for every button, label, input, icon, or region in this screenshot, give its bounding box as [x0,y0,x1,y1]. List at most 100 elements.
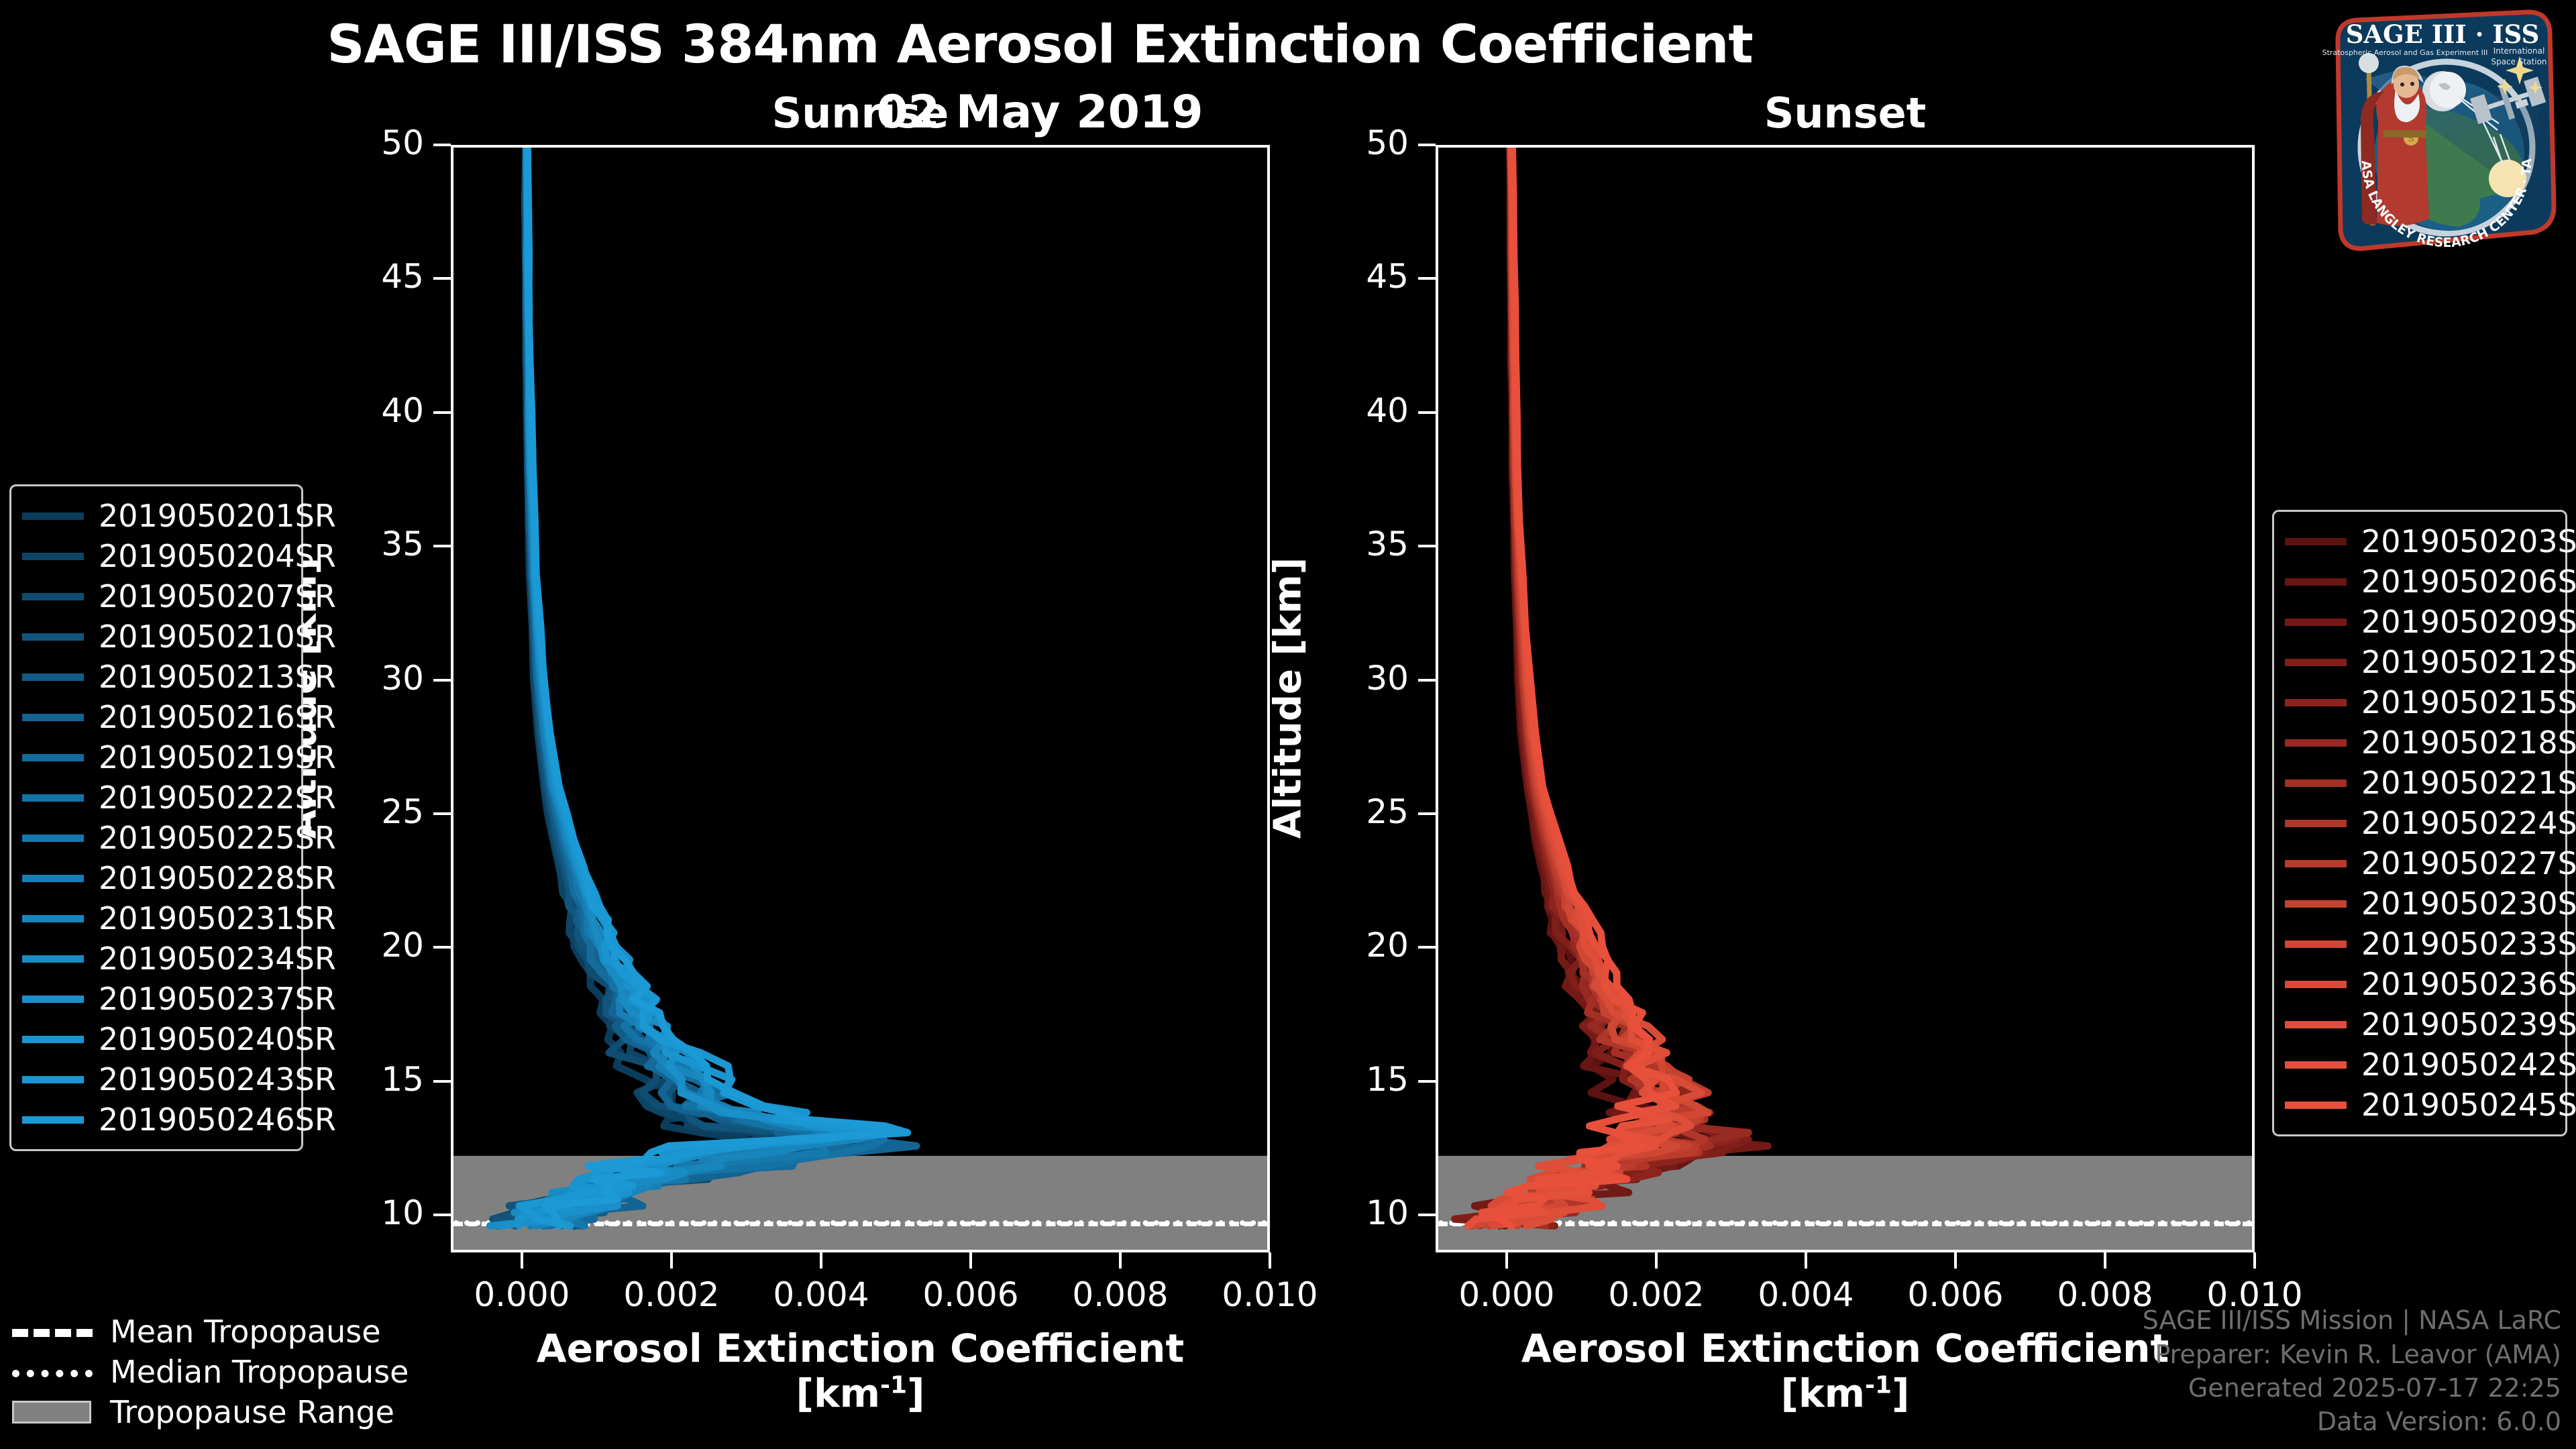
y-tick-mark [433,411,451,414]
x-tick-label: 0.000 [1458,1275,1555,1314]
legend-item[interactable]: 2019050221SS [2285,763,2576,803]
legend-item[interactable]: 2019050243SR [22,1059,336,1099]
y-tick-label: 50 [1366,123,1409,162]
legend-item-label: 2019050234SR [99,941,336,977]
date-title: 02 May 2019 [876,86,1203,139]
legend-item-label: 2019050222SR [99,780,336,816]
legend-item[interactable]: 2019050207SR [22,576,336,616]
legend-item[interactable]: 2019050242SS [2285,1044,2576,1085]
x-tick-label: 0.002 [1608,1275,1705,1314]
logo-subtitle-right-1: International [2493,46,2545,56]
legend-item[interactable]: 2019050224SS [2285,803,2576,843]
y-tick-mark [1418,946,1436,949]
legend-color-swatch [22,914,84,922]
legend-item[interactable]: 2019050245SS [2285,1085,2576,1125]
y-tick-label: 35 [1366,525,1409,564]
y-tick-label: 30 [381,658,424,698]
legend-color-swatch [22,512,84,520]
trace-2019050240SR [514,148,867,1230]
legend-item-label: 2019050210SR [99,619,336,655]
x-tick-label: 0.008 [2057,1275,2153,1314]
legend-item-label: 2019050225SR [99,820,336,856]
legend-item[interactable]: 2019050206SS [2285,561,2576,602]
y-tick-label: 40 [1366,390,1409,430]
legend-item-label: 2019050236SS [2361,966,2576,1002]
legend-item-label: 2019050246SR [99,1102,336,1138]
legend-item[interactable]: 2019050213SR [22,657,336,697]
legend-item[interactable]: 2019050237SR [22,979,336,1019]
x-tick-mark [819,1252,822,1269]
y-tick-label: 15 [381,1059,424,1099]
legend-color-swatch [2285,698,2347,706]
x-tick-label: 0.006 [922,1275,1019,1314]
x-tick-mark [520,1252,523,1269]
legend-item[interactable]: 2019050216SR [22,697,336,737]
legend-item[interactable]: 2019050215SS [2285,682,2576,722]
legend-item[interactable]: 2019050225SR [22,818,336,858]
legend-item[interactable]: 2019050246SR [22,1099,336,1140]
legend-item[interactable]: 2019050233SS [2285,924,2576,964]
x-tick-label: 0.004 [773,1275,869,1314]
legend-item[interactable]: 2019050230SS [2285,883,2576,924]
legend-color-swatch [2285,578,2347,586]
legend-item-label: 2019050203SS [2361,523,2576,559]
x-tick-mark [1505,1252,1508,1269]
legend-item-label: 2019050233SS [2361,926,2576,962]
legend-color-swatch [22,633,84,641]
logo-title: SAGE III · ISS [2346,19,2540,49]
legend-color-swatch [2285,900,2347,908]
legend-item[interactable]: 2019050228SR [22,858,336,898]
legend-item[interactable]: 2019050227SS [2285,843,2576,883]
credit-line-3: Generated 2025-07-17 22:25 [2188,1373,2561,1403]
y-tick-label: 45 [381,257,424,297]
legend-item[interactable]: 2019050204SR [22,536,336,576]
legend-sunset[interactable]: 2019050203SS 2019050206SS 2019050209SS 2019… [2272,510,2576,1136]
legend-item[interactable]: 2019050209SS [2285,602,2576,642]
credit-line-1: SAGE III/ISS Mission | NASA LaRC [2142,1305,2561,1336]
legend-item-label: 2019050204SR [99,538,336,574]
x-tick-mark [669,1252,673,1269]
legend-item[interactable]: 2019050236SS [2285,964,2576,1004]
legend-item[interactable]: 2019050222SR [22,777,336,818]
x-tick-mark [1654,1252,1658,1269]
legend-item[interactable]: 2019050218SS [2285,722,2576,763]
legend-color-swatch [22,753,84,761]
legend-color-swatch [2285,940,2347,948]
legend-color-swatch [2285,859,2347,867]
y-tick-mark [433,946,451,949]
x-tick-mark [1269,1252,1271,1269]
legend-color-swatch [2285,980,2347,988]
legend-item[interactable]: 2019050231SR [22,898,336,938]
legend-item-label: 2019050209SS [2361,604,2576,640]
legend-item[interactable]: 2019050240SR [22,1019,336,1059]
legend-item-label: 2019050227SS [2361,845,2576,881]
legend-item[interactable]: 2019050219SR [22,737,336,777]
x-axis-unit: [km-1] [796,1370,925,1416]
legend-item[interactable]: 2019050234SR [22,938,336,979]
legend-item[interactable]: 2019050201SR [22,496,336,536]
legend-item-label: 2019050216SR [99,699,336,735]
legend-item[interactable]: 2019050239SS [2285,1004,2576,1044]
legend-tropopause: Mean Tropopause Median Tropopause Tropop… [12,1311,409,1432]
x-tick-label: 0.010 [1222,1275,1318,1314]
logo-subtitle-left: Stratospheric Aerosol and Gas Experiment… [2322,48,2488,57]
y-tick-label: 50 [381,123,424,162]
x-axis-title-sunset: Aerosol Extinction Coefficient [km-1] [1436,1326,2255,1415]
legend-item-label: 2019050245SS [2361,1087,2576,1123]
y-tick-label: 20 [381,926,424,965]
trace-2019050245SS [1478,148,1680,1230]
x-tick-mark [2103,1252,2106,1269]
y-tick-mark [433,812,451,815]
x-axis-unit: [km-1] [1780,1370,1910,1416]
legend-color-swatch [22,1035,84,1043]
legend-item[interactable]: 2019050210SR [22,616,336,657]
y-tick-mark [1418,1214,1436,1217]
legend-color-swatch [2285,537,2347,545]
legend-item-label: 2019050230SS [2361,885,2576,922]
legend-item[interactable]: 2019050203SS [2285,521,2576,561]
legend-color-swatch [2285,658,2347,666]
legend-item[interactable]: 2019050212SS [2285,642,2576,682]
dashed-line-icon [12,1320,93,1343]
legend-item-label: 2019050237SR [99,981,336,1017]
legend-sunrise[interactable]: 2019050201SR 2019050204SR 2019050207SR 2019… [9,484,336,1151]
